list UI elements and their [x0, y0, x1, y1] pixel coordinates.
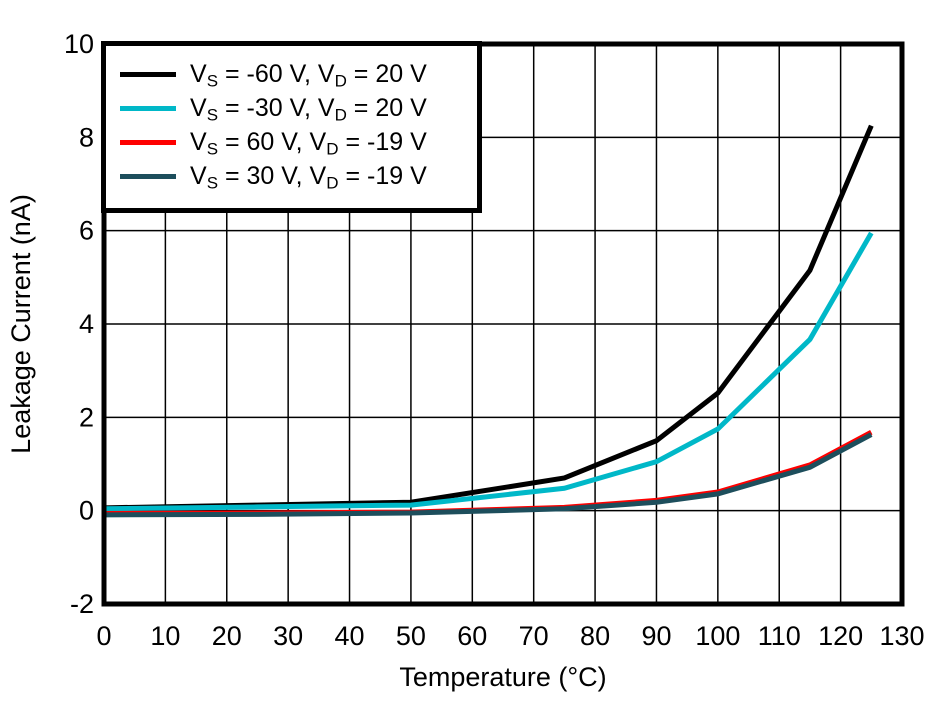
y-tick-label: 0 [79, 496, 94, 526]
x-axis-title: Temperature (°C) [399, 662, 606, 692]
legend-text: V [190, 161, 207, 190]
legend-subscript: D [334, 104, 347, 124]
x-tick-label: 110 [758, 621, 801, 651]
series-line-2 [103, 430, 873, 516]
legend-item-vs-neg30: VS = -30 V, VD = 20 V [106, 91, 477, 125]
y-tick-label: 10 [64, 29, 94, 59]
legend-text: V [190, 93, 207, 122]
x-tick-label: 0 [96, 621, 111, 651]
x-tick-label: 20 [212, 621, 242, 651]
series-line-1 [103, 231, 874, 512]
legend-text: V [190, 59, 207, 88]
legend-text: = 30 V, V [218, 161, 327, 190]
x-tick-label: 40 [335, 621, 365, 651]
x-tick-label: 70 [519, 621, 549, 651]
legend-box: VS = -60 V, VD = 20 V VS = -30 V, VD = 2… [101, 41, 482, 213]
legend-label: VS = -30 V, VD = 20 V [190, 93, 427, 124]
legend-line-swatch-red [120, 139, 176, 145]
legend-text: V [190, 127, 207, 156]
legend-subscript: S [206, 172, 219, 192]
y-tick-label: 2 [79, 402, 94, 432]
legend-text: = 60 V, V [218, 127, 327, 156]
legend-label: VS = 30 V, VD = -19 V [190, 161, 427, 192]
x-tick-label: 100 [695, 621, 740, 651]
legend-subscript: D [334, 70, 347, 90]
legend-subscript: S [206, 104, 219, 124]
x-tick-label: 130 [879, 621, 924, 651]
legend-line-swatch-black [120, 71, 176, 77]
x-tick-label: 120 [818, 621, 863, 651]
x-axis-tick-labels: 0 10 20 30 40 50 60 70 80 90 100 110 120 130 [96, 621, 924, 651]
legend-text: = -19 V [338, 161, 427, 190]
plot-frame [101, 41, 905, 607]
x-tick-label: 10 [150, 621, 180, 651]
legend-line-swatch-cyan [120, 105, 176, 111]
legend-text: = 20 V [346, 93, 427, 122]
legend-text: = -19 V [338, 127, 427, 156]
y-axis-title: Leakage Current (nA) [6, 194, 36, 454]
legend-label: VS = -60 V, VD = 20 V [190, 59, 427, 90]
legend-subscript: S [206, 70, 219, 90]
legend-text: = -60 V, V [218, 59, 335, 88]
legend-item-vs-neg60: VS = -60 V, VD = 20 V [106, 57, 477, 91]
x-tick-label: 80 [580, 621, 610, 651]
legend-subscript: D [326, 172, 339, 192]
x-tick-label: 90 [641, 621, 671, 651]
series-line-3 [103, 432, 873, 518]
legend-subscript: D [326, 138, 339, 158]
y-axis-tick-labels: -2 0 2 4 6 8 10 [64, 29, 94, 619]
legend-item-vs-60: VS = 60 V, VD = -19 V [106, 125, 477, 159]
y-tick-label: -2 [70, 589, 94, 619]
legend-subscript: S [206, 138, 219, 158]
y-tick-label: 8 [79, 122, 94, 152]
legend-line-swatch-darkteal [120, 173, 176, 179]
legend-item-vs-30: VS = 30 V, VD = -19 V [106, 159, 477, 193]
series-lines [103, 124, 874, 518]
x-tick-label: 30 [273, 621, 303, 651]
legend-text: = 20 V [346, 59, 427, 88]
x-tick-label: 60 [457, 621, 487, 651]
legend-text: = -30 V, V [218, 93, 335, 122]
legend-label: VS = 60 V, VD = -19 V [190, 127, 427, 158]
x-tick-label: 50 [396, 621, 426, 651]
y-tick-label: 6 [79, 216, 94, 246]
y-tick-label: 4 [79, 309, 94, 339]
